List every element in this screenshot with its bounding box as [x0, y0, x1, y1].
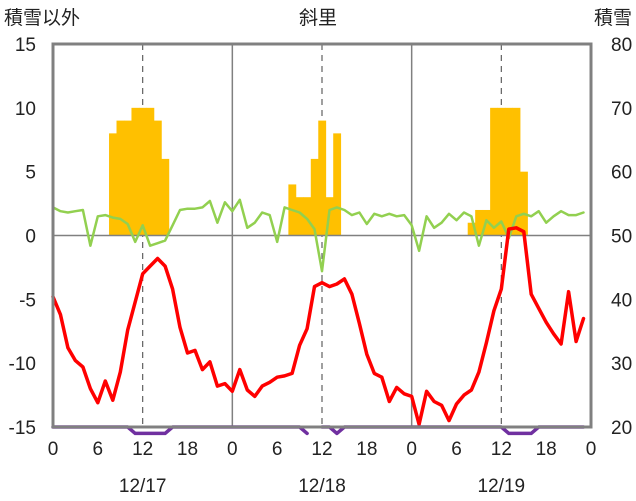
snowfall-bar — [303, 197, 312, 236]
snowfall-bar — [490, 107, 498, 236]
snowfall-bar — [467, 222, 476, 236]
left-tick-label: 15 — [15, 35, 36, 56]
snowfall-bar — [310, 158, 319, 236]
snowfall-bar — [295, 197, 304, 236]
right-tick-label: 60 — [611, 163, 632, 184]
snowfall-bars — [109, 107, 528, 236]
temperature-line — [51, 226, 586, 427]
hour-tick-label: 6 — [93, 439, 104, 460]
hour-tick-label: 12 — [311, 439, 332, 460]
snowfall-bar — [520, 171, 528, 236]
left-tick-label: 5 — [25, 163, 36, 184]
snowfall-bar — [146, 107, 155, 236]
right-tick-label: 20 — [611, 418, 632, 439]
right-tick-label: 40 — [611, 290, 632, 311]
left-axis-title: 積雪以外 — [4, 7, 80, 29]
snowfall-bar — [318, 120, 327, 236]
hour-tick-label: 12 — [132, 439, 153, 460]
snowfall-bar — [131, 107, 140, 236]
hour-tick-label: 0 — [48, 439, 59, 460]
snowfall-bar — [138, 107, 147, 236]
hour-tick-label: 0 — [586, 439, 597, 460]
hour-tick-label: 12 — [491, 439, 512, 460]
plot-frame — [51, 42, 593, 429]
hour-tick-label: 6 — [451, 439, 462, 460]
snowfall-bar — [109, 133, 117, 236]
hour-tick-label: 18 — [356, 439, 377, 460]
left-tick-label: -10 — [9, 354, 36, 375]
right-axis-title: 積雪 — [594, 7, 632, 29]
left-tick-label: -5 — [19, 290, 36, 311]
left-tick-label: 10 — [15, 99, 36, 120]
date-label: 12/18 — [298, 476, 346, 497]
hour-tick-label: 0 — [227, 439, 238, 460]
hour-tick-label: 6 — [272, 439, 283, 460]
snowfall-bar — [161, 158, 170, 236]
snowfall-bar — [153, 120, 162, 236]
hour-tick-label: 18 — [536, 439, 557, 460]
hour-tick-label: 0 — [406, 439, 417, 460]
snowfall-bar — [505, 107, 513, 236]
right-tick-label: 30 — [611, 354, 632, 375]
plot-border — [51, 42, 593, 429]
snowfall-bar — [333, 133, 342, 236]
date-label: 12/17 — [119, 476, 167, 497]
snowfall-bar — [475, 209, 484, 236]
right-tick-label: 80 — [611, 35, 632, 56]
date-label: 12/19 — [478, 476, 526, 497]
left-tick-label: -15 — [9, 418, 36, 439]
wind-line — [51, 198, 585, 273]
snowfall-bar — [497, 107, 506, 236]
right-tick-label: 70 — [611, 99, 632, 120]
snowfall-bar — [512, 107, 521, 236]
hour-tick-label: 18 — [177, 439, 198, 460]
right-tick-label: 50 — [611, 227, 632, 248]
snowfall-bar — [123, 120, 132, 236]
left-tick-label: 0 — [25, 227, 36, 248]
chart-title: 斜里 — [299, 7, 337, 29]
snowfall-bar — [116, 120, 125, 236]
